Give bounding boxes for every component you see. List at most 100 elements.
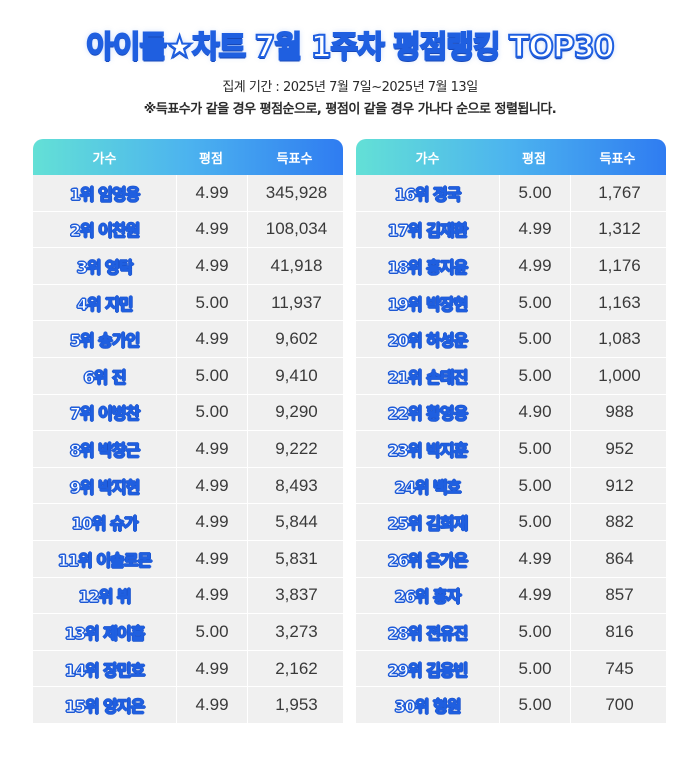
votes-cell: 1,083 (598, 329, 641, 349)
votes-cell: 1,176 (598, 255, 641, 275)
table-row: 3위 영탁 4.99 41,918 (33, 248, 343, 285)
votes-cell: 108,034 (265, 219, 328, 239)
votes-cell: 988 (605, 402, 634, 422)
score-cell: 4.99 (176, 504, 248, 540)
votes-cell: 1,767 (598, 182, 641, 202)
singer-name: 29위 김용빈 (387, 660, 469, 680)
singer-name: 15위 양지은 (64, 697, 146, 717)
table-row: 7위 이병찬 5.00 9,290 (33, 394, 343, 432)
votes-cell: 700 (605, 695, 634, 715)
singer-name: 4위 지민 (76, 294, 134, 314)
votes-cell: 952 (605, 438, 634, 458)
singer-name: 12위 뷔 (78, 587, 132, 607)
singer-name: 8위 박창근 (69, 440, 141, 460)
table-body: 16위 정국 5.00 1,767 17위 김재환 4.99 1,312 18위 홍지윤 4.… (356, 175, 666, 724)
score-cell: 4.99 (176, 687, 248, 723)
singer-name: 16위 정국 (394, 184, 462, 204)
aggregation-period: 집계 기간 : 2025년 7월 7일~2025년 7월 13일 (222, 80, 478, 95)
table-row: 12위 뷔 4.99 3,837 (33, 577, 343, 615)
votes-cell: 2,162 (275, 658, 318, 678)
table-row: 2위 이찬원 4.99 108,034 (33, 211, 343, 249)
score-cell: 4.99 (176, 577, 248, 614)
votes-cell: 1,312 (598, 219, 641, 239)
score-cell: 5.00 (499, 504, 571, 540)
votes-cell: 745 (605, 658, 634, 678)
votes-cell: 912 (605, 475, 634, 495)
table-row: 8위 박창근 4.99 9,222 (33, 431, 343, 468)
singer-name: 26위 은가은 (387, 550, 469, 570)
score-cell: 5.00 (499, 614, 571, 650)
singer-name: 21위 손태진 (387, 367, 469, 387)
table-header: 가수 평점 득표수 (356, 139, 666, 175)
singer-name: 19위 박장현 (387, 294, 469, 314)
sort-note: ※득표수가 같을 경우 평점순으로, 평점이 같을 경우 가나다 순으로 정렬됩… (143, 102, 557, 117)
singer-name: 23위 박지훈 (387, 440, 469, 460)
table-row: 5위 송가인 4.99 9,602 (33, 321, 343, 358)
table-row: 26위 홍자 4.99 857 (356, 577, 666, 615)
score-cell: 5.00 (176, 357, 248, 394)
score-cell: 4.99 (176, 650, 248, 687)
votes-cell: 5,844 (275, 512, 318, 532)
votes-cell: 3,837 (275, 585, 318, 605)
votes-cell: 8,493 (275, 475, 318, 495)
title-part-a: 아이돌 (85, 29, 168, 66)
score-cell: 4.99 (176, 175, 248, 211)
score-cell: 4.99 (499, 211, 571, 248)
table-row: 4위 지민 5.00 11,937 (33, 284, 343, 322)
votes-cell: 41,918 (270, 255, 323, 275)
table-row: 10위 슈가 4.99 5,844 (33, 504, 343, 541)
singer-name: 13위 제이홉 (64, 623, 146, 643)
table-row: 30위 형원 5.00 700 (356, 687, 666, 724)
votes-cell: 857 (605, 585, 634, 605)
score-cell: 4.99 (499, 248, 571, 284)
score-cell: 4.99 (176, 467, 248, 504)
column-header-votes: 득표수 (599, 151, 636, 167)
score-cell: 4.90 (499, 394, 571, 431)
votes-cell: 11,937 (271, 292, 322, 312)
table-row: 22위 황영웅 4.90 988 (356, 394, 666, 432)
score-cell: 5.00 (499, 321, 571, 357)
score-cell: 4.99 (176, 540, 248, 577)
table-row: 19위 박장현 5.00 1,163 (356, 284, 666, 322)
votes-cell: 345,928 (265, 182, 328, 202)
score-cell: 5.00 (499, 175, 571, 211)
score-cell: 5.00 (176, 614, 248, 650)
singer-name: 25위 김희재 (387, 514, 469, 534)
singer-name: 18위 홍지윤 (387, 257, 469, 277)
score-cell: 5.00 (499, 467, 571, 504)
score-cell: 5.00 (499, 650, 571, 687)
table-row: 25위 김희재 5.00 882 (356, 504, 666, 541)
column-header-score: 평점 (199, 151, 223, 167)
singer-name: 14위 장민호 (64, 660, 146, 680)
score-cell: 5.00 (176, 284, 248, 321)
table-row: 26위 은가은 4.99 864 (356, 540, 666, 578)
votes-cell: 3,273 (275, 621, 318, 641)
singer-name: 1위 임영웅 (69, 184, 141, 204)
table-body: 1위 임영웅 4.99 345,928 2위 이찬원 4.99 108,034 3위 영탁 4… (33, 175, 343, 724)
table-row: 14위 장민호 4.99 2,162 (33, 650, 343, 688)
table-row: 17위 김재환 4.99 1,312 (356, 211, 666, 249)
score-cell: 5.00 (499, 357, 571, 394)
score-cell: 4.99 (176, 321, 248, 357)
singer-name: 7위 이병찬 (69, 404, 141, 424)
table-row: 18위 홍지윤 4.99 1,176 (356, 248, 666, 285)
singer-name: 11위 이솔로몬 (57, 550, 152, 570)
votes-cell: 864 (605, 548, 634, 568)
votes-cell: 1,953 (275, 695, 318, 715)
votes-cell: 9,222 (275, 438, 318, 458)
column-header-score: 평점 (522, 151, 546, 167)
singer-name: 17위 김재환 (387, 221, 469, 241)
table-row: 11위 이솔로몬 4.99 5,831 (33, 540, 343, 578)
singer-name: 3위 영탁 (76, 257, 134, 277)
votes-cell: 1,000 (598, 365, 641, 385)
votes-cell: 9,290 (275, 402, 318, 422)
votes-cell: 1,163 (598, 292, 641, 312)
singer-name: 30위 형원 (394, 697, 462, 717)
votes-cell: 9,410 (275, 365, 318, 385)
table-row: 16위 정국 5.00 1,767 (356, 175, 666, 212)
score-cell: 5.00 (499, 431, 571, 467)
table-row: 1위 임영웅 4.99 345,928 (33, 175, 343, 212)
singer-name: 5위 송가인 (69, 331, 141, 351)
page-title: 아이돌★차트 7월 1주차 평점랭킹 TOP30 (0, 22, 700, 66)
column-header-singer: 가수 (92, 151, 117, 167)
